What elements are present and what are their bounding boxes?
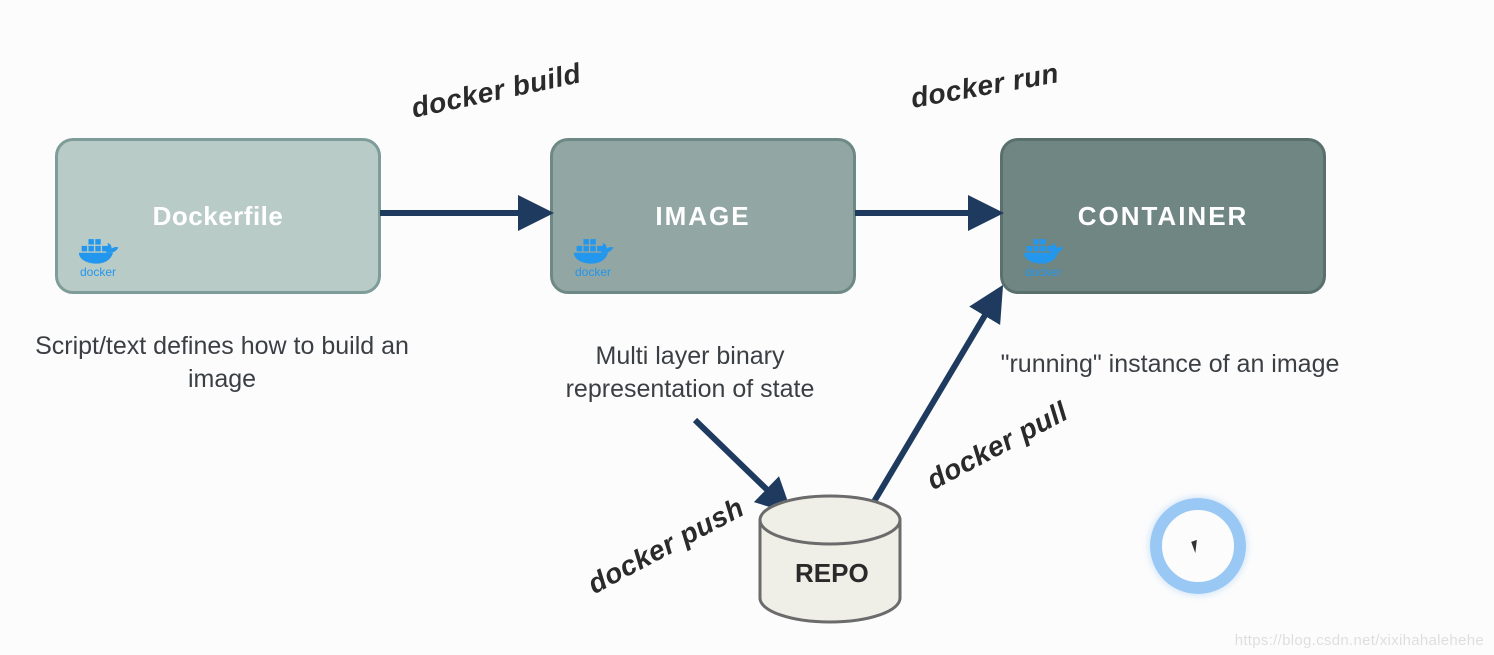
arrow-push <box>695 420 788 510</box>
watermark-text: https://blog.csdn.net/xixihahalehehe <box>1235 632 1484 649</box>
docker-logo-text: docker <box>80 265 116 279</box>
label-docker-push: docker push <box>583 492 750 601</box>
label-docker-build: docker build <box>409 57 584 124</box>
dockerfile-box: Dockerfile docker <box>55 138 381 294</box>
docker-logo: docker <box>76 235 120 279</box>
container-caption: "running" instance of an image <box>970 348 1370 381</box>
dockerfile-title: Dockerfile <box>153 201 284 232</box>
docker-whale-icon <box>76 235 120 265</box>
image-box: IMAGE docker <box>550 138 856 294</box>
label-docker-pull: docker pull <box>922 396 1074 497</box>
docker-logo: docker <box>1021 235 1065 279</box>
docker-whale-icon <box>571 235 615 265</box>
arrows-layer <box>0 0 1494 655</box>
image-caption: Multi layer binary representation of sta… <box>530 340 850 405</box>
container-title: CONTAINER <box>1078 201 1249 232</box>
docker-logo: docker <box>571 235 615 279</box>
docker-logo-text: docker <box>575 265 611 279</box>
dockerfile-caption: Script/text defines how to build an imag… <box>32 330 412 395</box>
image-title: IMAGE <box>655 201 750 232</box>
label-docker-run: docker run <box>908 57 1061 115</box>
container-box: CONTAINER docker <box>1000 138 1326 294</box>
repo-label: REPO <box>795 558 869 589</box>
docker-whale-icon <box>1021 235 1065 265</box>
docker-logo-text: docker <box>1025 265 1061 279</box>
